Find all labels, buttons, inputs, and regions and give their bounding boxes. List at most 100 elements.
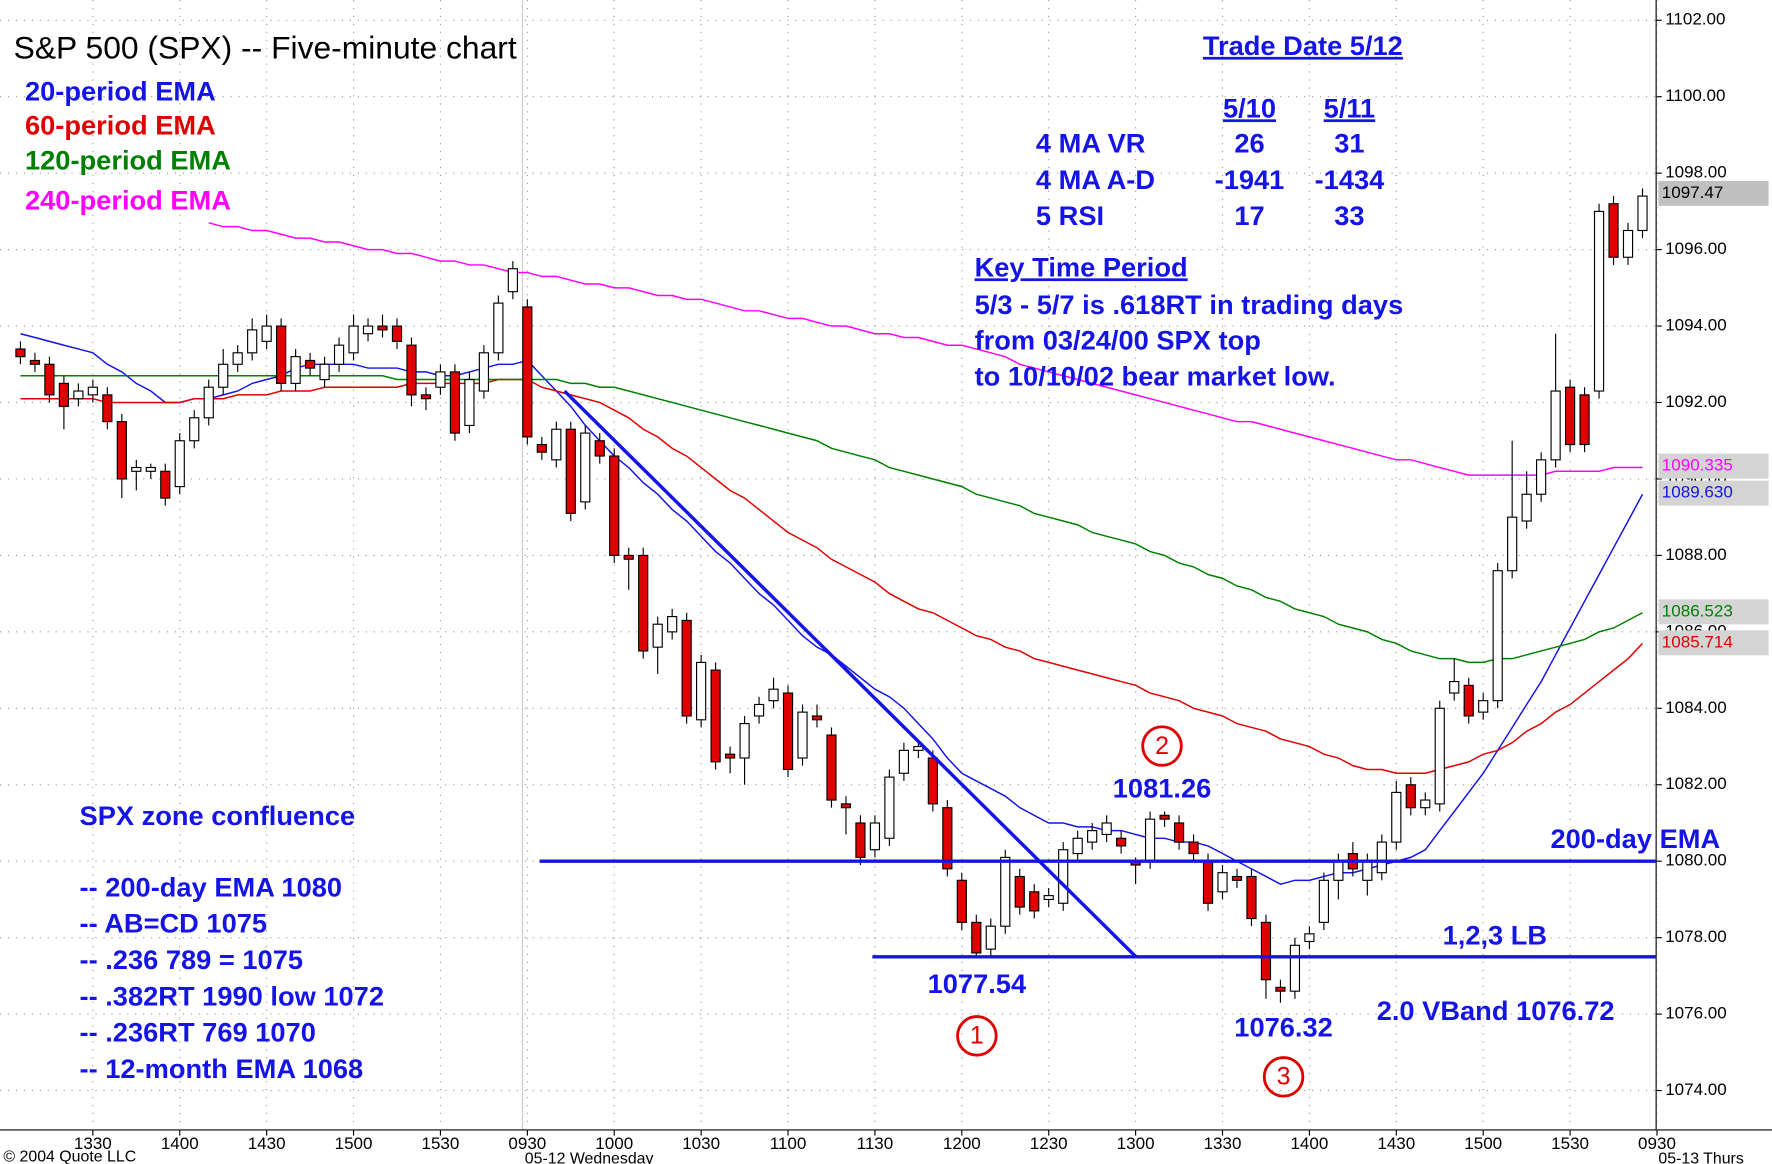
- candle-body: [145, 466, 156, 472]
- candle-body: [362, 325, 374, 335]
- key-period-line: to 10/10/02 bear market low.: [975, 360, 1336, 391]
- callout-circle: [1262, 1056, 1305, 1098]
- price-marker-label: 1089.630: [1662, 483, 1733, 502]
- candle-body: [971, 921, 982, 954]
- candle-body: [1000, 856, 1011, 927]
- x-tick-label: 1530: [1551, 1134, 1589, 1153]
- x-tick-label: 0930: [508, 1134, 546, 1153]
- candle-body: [1362, 860, 1373, 881]
- candle-body: [652, 623, 663, 648]
- price-marker-bg: [1658, 180, 1769, 206]
- level-label: 1,2,3 LB: [1443, 920, 1548, 951]
- table-cell: -1941: [1215, 164, 1285, 195]
- candle-body: [1333, 860, 1344, 881]
- candle-body: [29, 359, 41, 365]
- candle-body: [1637, 195, 1648, 232]
- candle-body: [1492, 570, 1503, 702]
- candle-body: [1391, 791, 1402, 843]
- candle-body: [1260, 921, 1272, 981]
- table-row-label: 5 RSI: [1036, 200, 1104, 231]
- x-tick-label: 1230: [1030, 1134, 1068, 1153]
- y-tick-label: 1100.00: [1665, 86, 1725, 105]
- candle-body: [1159, 814, 1170, 820]
- candle-body: [1029, 891, 1040, 912]
- candle-body: [1376, 841, 1387, 874]
- table-cell: 26: [1234, 128, 1264, 159]
- candle-body: [1449, 680, 1460, 694]
- ema-line: [208, 222, 1643, 476]
- candle-body: [333, 344, 345, 365]
- x-tick-label: 1200: [943, 1134, 981, 1153]
- candle-body: [189, 417, 200, 442]
- candle-body: [1087, 830, 1098, 843]
- candle-body: [116, 421, 127, 480]
- candle-body: [1101, 822, 1112, 836]
- candle-body: [304, 359, 316, 369]
- price-marker-bg: [1658, 453, 1769, 479]
- candle-body: [1173, 822, 1185, 843]
- candle-body: [507, 268, 518, 293]
- candle-body: [739, 723, 750, 759]
- candle-body: [58, 382, 70, 407]
- table-title: Trade Date 5/12: [1203, 30, 1403, 61]
- date-label: 05-12 Wednesday: [525, 1151, 654, 1164]
- key-period-title: Key Time Period: [975, 251, 1188, 282]
- y-tick-label: 1096.00: [1665, 239, 1727, 258]
- candle-body: [276, 325, 287, 384]
- candle-body: [942, 807, 953, 870]
- candle-body: [449, 371, 461, 434]
- x-tick-label: 1530: [422, 1134, 460, 1153]
- candle-body: [435, 371, 446, 388]
- candle-body: [1318, 879, 1329, 923]
- candle-body: [580, 432, 591, 503]
- candle-body: [218, 363, 229, 388]
- zone-item: -- .382RT 1990 low 1072: [80, 980, 384, 1011]
- candle-body: [985, 925, 996, 950]
- candle-body: [348, 325, 359, 354]
- legend-entry: 240-period EMA: [25, 184, 231, 215]
- candle-body: [1507, 516, 1518, 572]
- level-label: 200-day EMA: [1551, 823, 1721, 854]
- price-marker-bg: [1658, 480, 1769, 506]
- callout-marker: 2: [1155, 732, 1169, 760]
- key-period-line: 5/3 - 5/7 is .618RT in trading days: [975, 289, 1404, 320]
- candle-body: [1231, 875, 1243, 881]
- candle-body: [203, 386, 214, 419]
- zone-item: -- 200-day EMA 1080: [80, 871, 343, 902]
- y-tick-label: 1088.00: [1665, 545, 1727, 564]
- candle-body: [898, 749, 910, 774]
- y-tick-label: 1078.00: [1665, 927, 1727, 946]
- trendline: [563, 389, 1138, 958]
- legend-entry: 120-period EMA: [25, 145, 231, 176]
- zone-item: -- 12-month EMA 1068: [80, 1053, 364, 1084]
- legend-entry: 20-period EMA: [25, 75, 216, 106]
- candle-body: [44, 363, 55, 396]
- x-tick-label: 1100: [770, 1134, 807, 1153]
- candle-body: [493, 302, 504, 354]
- candle-body: [1072, 837, 1083, 855]
- x-tick-label: 0930: [1638, 1134, 1676, 1153]
- zone-item: -- .236 789 = 1075: [80, 944, 303, 975]
- candle-body: [1608, 203, 1619, 258]
- price-marker-label: 1097.47: [1662, 183, 1724, 202]
- price-marker-bg: [1658, 599, 1769, 625]
- table-row-label: 4 MA VR: [1036, 128, 1146, 159]
- y-tick-label: 1080.00: [1665, 851, 1727, 870]
- x-tick-label: 1430: [248, 1134, 286, 1153]
- candle-body: [1144, 818, 1156, 862]
- candle-body: [609, 455, 620, 556]
- callout-marker: 1: [970, 1022, 984, 1050]
- x-tick-label: 1430: [1377, 1134, 1415, 1153]
- candle-body: [956, 879, 967, 923]
- candle-body: [811, 715, 823, 721]
- table-cell: 17: [1234, 200, 1264, 231]
- candle-body: [1564, 386, 1576, 446]
- candle-body: [826, 734, 837, 801]
- callout-circle: [1141, 725, 1183, 767]
- candle-body: [551, 428, 562, 461]
- callout-label: 1076.32: [1234, 1011, 1333, 1042]
- candle-body: [73, 390, 84, 400]
